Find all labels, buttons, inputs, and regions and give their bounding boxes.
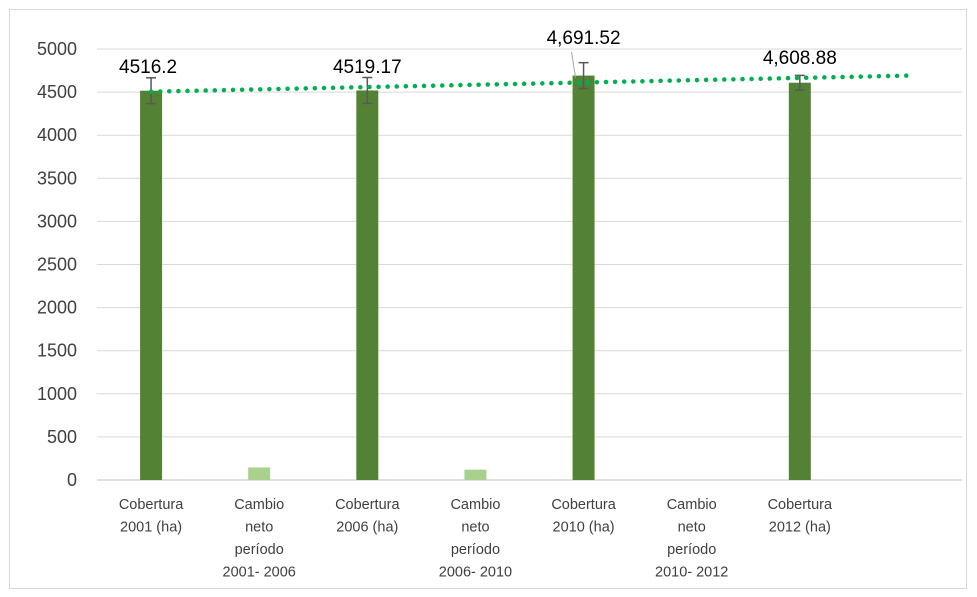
y-tick-label: 500 — [47, 427, 77, 447]
y-tick-label: 3500 — [37, 168, 77, 188]
y-tick-label: 4500 — [37, 82, 77, 102]
bar-cobertura — [140, 90, 163, 481]
data-label: 4,608.88 — [763, 48, 837, 69]
y-tick-label: 5000 — [37, 39, 77, 59]
y-tick-label: 2500 — [37, 255, 77, 275]
y-tick-label: 1000 — [37, 384, 77, 404]
y-tick-label: 3000 — [37, 211, 77, 231]
x-category-label: Cobertura 2001 (ha) — [119, 497, 184, 536]
x-category-label: Cobertura 2006 (ha) — [335, 497, 400, 536]
trendline — [148, 73, 915, 94]
bar-cobertura — [788, 82, 811, 481]
y-tick-label: 4000 — [37, 125, 77, 145]
bar-cobertura — [356, 90, 379, 481]
x-category-label: Cambio neto período 2001- 2006 — [223, 497, 296, 581]
data-label: 4516.2 — [119, 57, 177, 78]
y-tick-label: 1500 — [37, 341, 77, 361]
data-label: 4,691.52 — [547, 28, 621, 49]
x-category-label: Cobertura 2012 (ha) — [768, 497, 833, 536]
y-tick-label: 0 — [67, 470, 77, 490]
y-tick-label: 2000 — [37, 298, 77, 318]
bar-cobertura — [572, 75, 595, 480]
bar-cambio — [248, 467, 271, 480]
data-label-leader-line — [571, 51, 577, 78]
data-label: 4519.17 — [333, 57, 402, 78]
x-category-label: Cobertura 2010 (ha) — [551, 497, 616, 536]
bar-cambio — [464, 469, 487, 480]
x-category-label: Cambio neto período 2010- 2012 — [655, 497, 728, 581]
x-category-label: Cambio neto período 2006- 2010 — [439, 497, 512, 581]
